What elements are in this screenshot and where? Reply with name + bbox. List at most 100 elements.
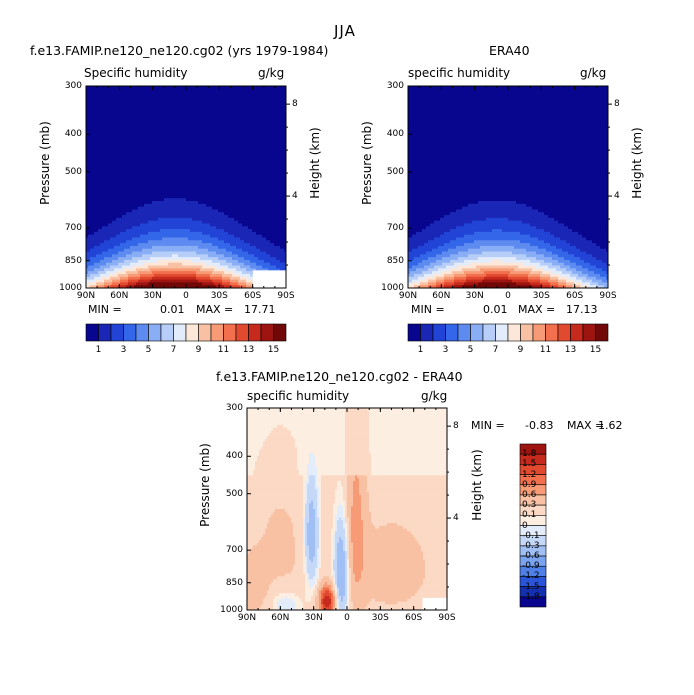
model-colorbar-swatch: [98, 323, 112, 342]
diff-y-tick-label: 500: [217, 489, 243, 499]
diff-panel-title: f.e13.FAMIP.ne120_ne120.cg02 - ERA40: [216, 370, 463, 384]
obs-colorbar-swatch: [582, 323, 596, 342]
obs-subtitle-units: g/kg: [580, 67, 606, 80]
diff-colorbar-label: -0.1: [522, 531, 540, 541]
obs-y-tick-label: 300: [378, 81, 404, 91]
model-colorbar-svg: [85, 323, 287, 342]
obs-colorbar-swatch: [520, 323, 534, 342]
diff-x-tick-label: 30S: [369, 613, 391, 623]
model-colorbar-swatch: [110, 323, 124, 342]
diff-max-label: MAX =: [567, 420, 604, 432]
model-colorbar-label: 7: [162, 345, 186, 355]
model-colorbar-label: 13: [237, 345, 261, 355]
obs-x-tick-label: 30N: [464, 291, 486, 301]
diff-colorbar-swatch: [519, 596, 547, 608]
obs-field: [408, 86, 609, 289]
diff-right-tick-label: 8: [453, 421, 459, 431]
model-min-label: MIN =: [88, 304, 122, 316]
obs-min-value: 0.01: [483, 304, 508, 316]
obs-colorbar-swatch: [432, 323, 446, 342]
model-subtitle-left: Specific humidity: [84, 67, 188, 80]
diff-max-value: 1.62: [598, 420, 623, 432]
diff-subtitle-units: g/kg: [421, 390, 447, 403]
obs-colorbar-swatch: [445, 323, 459, 342]
diff-colorbar: 1.8 1.5 1.2 0.9 0.6 0.3 0.1 0 -0.1 -0.3 -0.6 -0.9 -1…: [519, 443, 547, 608]
model-field: [86, 86, 287, 289]
figure-title: JJA: [334, 23, 356, 39]
obs-colorbar-swatch: [545, 323, 559, 342]
obs-x-tick-label: 90N: [397, 291, 419, 301]
obs-colorbar-swatch: [457, 323, 471, 342]
obs-max-label: MAX =: [518, 304, 555, 316]
obs-right-tick-label: 4: [614, 191, 620, 201]
obs-colorbar-swatch: [557, 323, 571, 342]
model-plot: 90N 60N 30N 0 30S 60S 90S 300 400 500 700 850 1000 8 4: [59, 81, 298, 301]
model-colorbar-label: 3: [112, 345, 136, 355]
diff-colorbar-label: 0.9: [522, 480, 536, 490]
model-y-tick-label: 400: [56, 129, 82, 139]
diff-y-tick-label: 300: [217, 403, 243, 413]
diff-x-tick-label: 30N: [303, 613, 325, 623]
diff-x-tick-label: 90N: [236, 613, 258, 623]
obs-colorbar-swatch: [470, 323, 484, 342]
model-colorbar-swatch: [148, 323, 162, 342]
diff-y-tick-label: 400: [217, 451, 243, 461]
model-colorbar-swatch: [185, 323, 199, 342]
obs-max-value: 17.13: [566, 304, 598, 316]
model-y-tick-label: 500: [56, 167, 82, 177]
obs-panel-title: ERA40: [489, 44, 530, 58]
model-x-tick-label: 0: [175, 291, 197, 301]
diff-y-tick-label: 1000: [217, 605, 243, 615]
model-colorbar-label: 11: [212, 345, 236, 355]
obs-colorbar-label: 5: [459, 345, 483, 355]
diff-colorbar-svg: [519, 443, 547, 608]
obs-x-tick-label: 0: [497, 291, 519, 301]
model-colorbar-swatch: [260, 323, 274, 342]
diff-y-tick-label: 850: [217, 578, 243, 588]
model-x-tick-label: 90S: [275, 291, 297, 301]
obs-y-tick-label: 500: [378, 167, 404, 177]
model-ylabel-right: Height (km): [308, 118, 322, 208]
obs-right-tick-label: 8: [614, 99, 620, 109]
model-colorbar-swatch: [273, 323, 287, 342]
model-colorbar-label: 1: [87, 345, 111, 355]
diff-x-tick-label: 0: [336, 613, 358, 623]
diff-x-tick-label: 60N: [269, 613, 291, 623]
diff-ylabel: Pressure (mb): [198, 440, 212, 530]
diff-colorbar-label: -0.9: [522, 561, 540, 571]
model-x-tick-label: 90N: [75, 291, 97, 301]
obs-colorbar-label: 1: [409, 345, 433, 355]
model-colorbar-swatch: [135, 323, 149, 342]
model-colorbar-label: 15: [262, 345, 286, 355]
model-x-tick-label: 30S: [208, 291, 230, 301]
obs-colorbar-swatch: [482, 323, 496, 342]
model-y-tick-label: 850: [56, 256, 82, 266]
diff-field: [247, 408, 448, 611]
obs-ylabel-right: Height (km): [630, 118, 644, 208]
obs-min-label: MIN =: [411, 304, 445, 316]
obs-colorbar-label: 7: [484, 345, 508, 355]
model-colorbar-swatch: [173, 323, 187, 342]
model-subtitle-units: g/kg: [258, 67, 284, 80]
model-x-tick-label: 30N: [142, 291, 164, 301]
model-colorbar-swatch: [198, 323, 212, 342]
model-min-value: 0.01: [160, 304, 185, 316]
model-colorbar-swatch: [85, 323, 99, 342]
diff-ylabel-right: Height (km): [470, 440, 484, 530]
diff-colorbar-label: -1.5: [522, 582, 540, 592]
model-colorbar-label: 5: [137, 345, 161, 355]
diff-colorbar-label: -1.2: [522, 571, 540, 581]
model-y-tick-label: 700: [56, 223, 82, 233]
model-x-tick-label: 60S: [242, 291, 264, 301]
model-max-label: MAX =: [196, 304, 233, 316]
obs-colorbar-label: 13: [559, 345, 583, 355]
obs-colorbar-label: 3: [434, 345, 458, 355]
obs-colorbar-swatch: [407, 323, 421, 342]
diff-colorbar-label: 0: [522, 521, 528, 531]
diff-x-tick-label: 90S: [436, 613, 458, 623]
model-colorbar-swatch: [248, 323, 262, 342]
obs-x-tick-label: 90S: [597, 291, 619, 301]
obs-colorbar-label: 9: [509, 345, 533, 355]
diff-masked-region: [422, 597, 447, 610]
model-colorbar-swatch: [210, 323, 224, 342]
